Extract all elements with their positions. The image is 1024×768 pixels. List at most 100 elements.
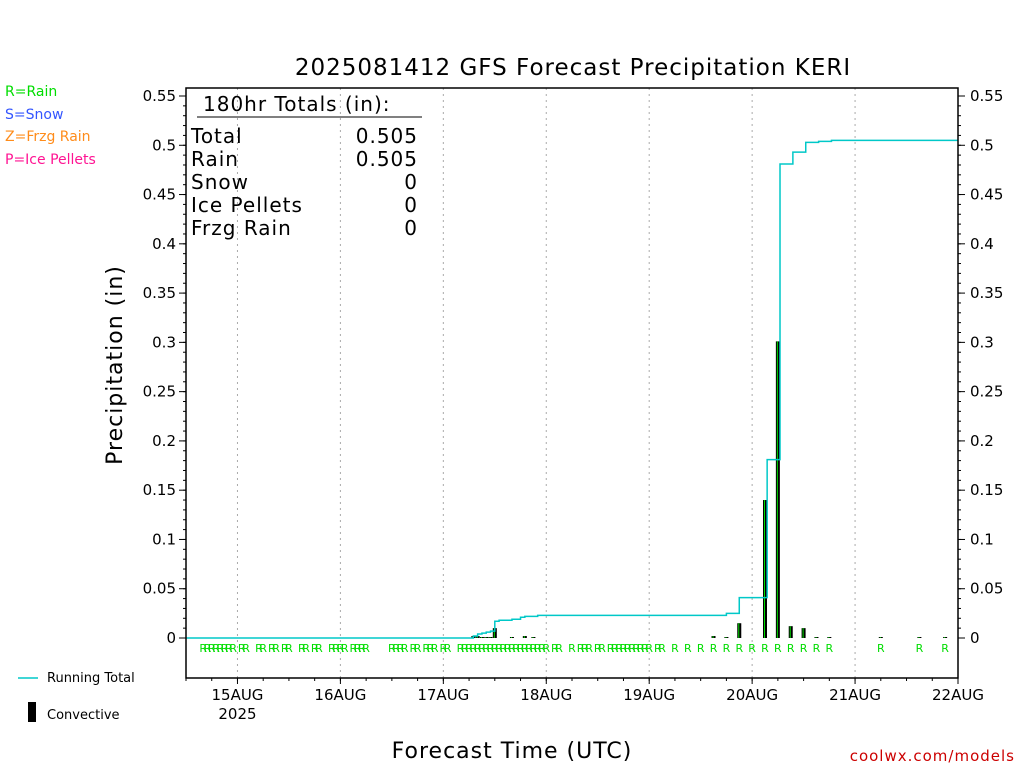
y-tick-label-right: 0.1: [970, 530, 994, 548]
precip-bar-outline: [725, 637, 727, 638]
precip-bar-outline: [802, 628, 804, 638]
precip-bar-outline: [879, 637, 881, 638]
ptype-marker: R: [397, 642, 405, 655]
y-tick-label-left: 0.45: [143, 186, 176, 204]
ptype-marker: R: [440, 642, 448, 655]
x-axis-label: Forecast Time (UTC): [392, 739, 633, 764]
ptype-marker: R: [774, 642, 782, 655]
totals-snow-value: 0: [404, 170, 418, 194]
ptype-marker: R: [444, 642, 452, 655]
ptype-marker: R: [525, 642, 533, 655]
ptype-marker: R: [530, 642, 538, 655]
ptype-marker: R: [298, 642, 306, 655]
y-tick-label-left: 0.15: [143, 481, 176, 499]
totals-rain-value: 0.505: [356, 147, 418, 171]
x-tick-label: 16AUG: [314, 686, 366, 704]
precip-bar-outline: [712, 636, 714, 638]
y-tick-label-left: 0.5: [152, 136, 176, 154]
convective-legend-swatch: [28, 702, 36, 722]
ptype-marker: R: [504, 642, 512, 655]
ptype-marker: R: [315, 642, 323, 655]
ptype-marker: R: [221, 642, 229, 655]
ptype-marker: R: [332, 642, 340, 655]
ptype-marker: R: [555, 642, 563, 655]
ptype-marker: R: [521, 642, 529, 655]
totals-total-label: Total: [190, 124, 243, 148]
grid-lines: [236, 88, 856, 678]
ptype-marker: R: [216, 642, 224, 655]
precip-bar-outline: [510, 637, 512, 638]
ptype-marker: R: [478, 642, 486, 655]
series-legend: Running Total Convective: [18, 671, 135, 723]
ptype-marker: R: [761, 642, 769, 655]
ptype-marker: R: [598, 642, 606, 655]
ptype-marker: R: [787, 642, 795, 655]
y-tick-label-left: 0.4: [152, 235, 176, 253]
x-tick-sublabel: 2025: [218, 705, 256, 723]
y-tick-label-left: 0.55: [143, 87, 176, 105]
y-tick-label-right: 0.3: [970, 333, 994, 351]
ptype-marker: R: [328, 642, 336, 655]
ptype-marker: R: [268, 642, 276, 655]
ptype-marker: R: [641, 642, 649, 655]
precip-bar-outline: [493, 628, 495, 638]
ptype-marker: R: [551, 642, 559, 655]
ptype-marker: R: [671, 642, 679, 655]
convective-bars: [471, 341, 948, 638]
ptype-marker: R: [542, 642, 550, 655]
running-total-line-group: [186, 139, 958, 639]
ptype-legend: R=Rain S=Snow Z=Frzg Rain P=Ice Pellets: [5, 84, 96, 168]
ptype-marker: R: [470, 642, 478, 655]
totals-ice-value: 0: [404, 193, 418, 217]
ptype-marker: R: [628, 642, 636, 655]
convective-legend-label: Convective: [47, 708, 120, 723]
ptype-marker: R: [658, 642, 666, 655]
totals-frzg-value: 0: [404, 216, 418, 240]
ptype-marker: R: [354, 642, 362, 655]
ptype-marker: R: [735, 642, 743, 655]
ptype-marker: R: [337, 642, 345, 655]
ptype-marker: R: [427, 642, 435, 655]
ptype-marker: R: [272, 642, 280, 655]
y-tick-label-right: 0: [970, 629, 980, 647]
ptype-marker: R: [341, 642, 349, 655]
y-tick-label-right: 0.4: [970, 235, 994, 253]
plot-frame: [185, 87, 959, 679]
ptype-marker: R: [259, 642, 267, 655]
totals-header: 180hr Totals (in):: [203, 92, 391, 116]
ptype-marker: R: [422, 642, 430, 655]
legend-ice-pellets: P=Ice Pellets: [5, 152, 96, 168]
precip-bar-outline: [764, 500, 765, 638]
ptype-marker: R: [349, 642, 357, 655]
ptype-marker: R: [615, 642, 623, 655]
precip-bar-outline: [776, 341, 778, 638]
ptype-marker: R: [620, 642, 628, 655]
ptype-marker: R: [684, 642, 692, 655]
precip-bar-outline: [738, 623, 740, 638]
legend-rain: R=Rain: [5, 84, 57, 100]
ptype-marker: R: [487, 642, 495, 655]
ptype-marker: R: [534, 642, 542, 655]
ptype-marker: R: [461, 642, 469, 655]
precip-bar-outline: [480, 637, 482, 638]
precip-bar-outline: [532, 637, 534, 638]
y-tick-label-right: 0.05: [970, 580, 1003, 598]
ptype-marker: R: [710, 642, 718, 655]
ptype-marker: R: [512, 642, 520, 655]
ptype-marker: R: [508, 642, 516, 655]
ptype-marker: R: [941, 642, 949, 655]
y-tick-label-left: 0.2: [152, 432, 176, 450]
y-tick-label-left: 0.1: [152, 530, 176, 548]
x-tick-label: 22AUG: [932, 686, 984, 704]
precip-bar-outline: [476, 636, 478, 638]
x-tick-label: 18AUG: [520, 686, 572, 704]
y-tick-label-right: 0.2: [970, 432, 994, 450]
ptype-marker: R: [285, 642, 293, 655]
ptype-marker: R: [204, 642, 212, 655]
ptype-marker: R: [495, 642, 503, 655]
totals-snow-label: Snow: [191, 170, 249, 194]
x-tick-label: 21AUG: [829, 686, 881, 704]
y-axis-label: Precipitation (in): [103, 265, 128, 465]
ptype-marker: R: [577, 642, 585, 655]
